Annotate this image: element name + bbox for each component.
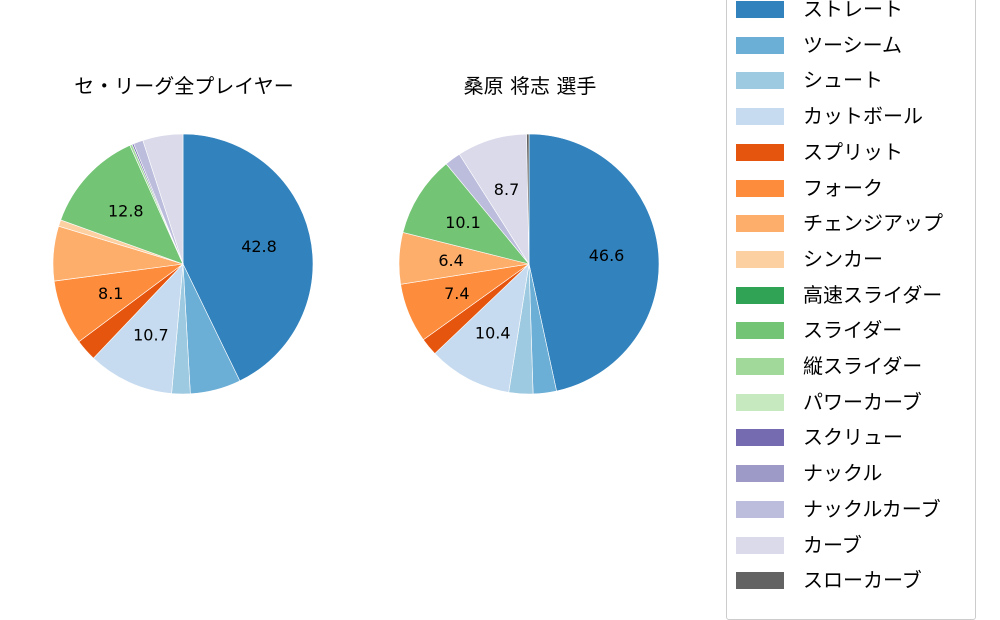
legend-item: スローカーブ xyxy=(727,566,975,596)
pie-slice xyxy=(434,263,530,393)
legend-swatch xyxy=(736,143,784,161)
right-pie-chart: 46.6 10.4 7.4 6.4 10.1 8.7 xyxy=(398,133,660,395)
legend-item: スライダー xyxy=(727,316,975,346)
legend-swatch xyxy=(736,358,784,375)
legend-label: スライダー xyxy=(803,318,903,343)
legend-label: ストレート xyxy=(803,0,903,21)
legend-swatch xyxy=(736,286,784,304)
pie-slice xyxy=(528,133,660,392)
legend-label: 高速スライダー xyxy=(803,282,943,307)
legend-label: フォーク xyxy=(803,175,883,200)
legend-item: 縦スライダー xyxy=(727,352,975,382)
right-pie-title: 桑原 将志 選手 xyxy=(463,74,597,98)
slice-value-label: 42.8 xyxy=(241,237,277,256)
legend-label: チェンジアップ xyxy=(803,211,943,236)
legend-item: フォーク xyxy=(727,174,975,204)
legend-label: シュート xyxy=(803,68,883,93)
legend-item: チェンジアップ xyxy=(727,209,975,239)
legend-label: カーブ xyxy=(803,532,862,557)
legend-label: ナックル xyxy=(803,461,883,486)
legend-item: カットボール xyxy=(727,102,975,132)
legend-swatch xyxy=(736,179,784,197)
slice-value-label: 10.1 xyxy=(445,213,481,232)
left-pie-title: セ・リーグ全プレイヤー xyxy=(74,74,294,98)
slice-value-label: 46.6 xyxy=(589,246,625,265)
legend-item: スプリット xyxy=(727,138,975,168)
legend-item: ナックルカーブ xyxy=(727,495,975,525)
legend-swatch xyxy=(736,1,784,18)
legend-item: スクリュー xyxy=(727,423,975,453)
pie-slice xyxy=(142,133,184,265)
slice-value-label: 6.4 xyxy=(438,251,463,270)
legend-swatch xyxy=(736,536,784,554)
pie-slice xyxy=(402,163,530,265)
slice-value-label: 8.1 xyxy=(98,284,123,303)
legend-swatch xyxy=(736,108,784,126)
slice-value-label: 10.4 xyxy=(475,324,511,343)
legend-label: パワーカーブ xyxy=(803,389,922,414)
slice-value-label: 8.7 xyxy=(494,180,519,199)
slice-value-label: 7.4 xyxy=(444,284,469,303)
pie-slice xyxy=(526,133,530,265)
legend-item: 高速スライダー xyxy=(727,281,975,311)
legend-item: シンカー xyxy=(727,245,975,275)
legend-item: カーブ xyxy=(727,531,975,561)
legend-swatch xyxy=(736,572,784,590)
legend-swatch xyxy=(736,500,784,518)
legend-label: スローカーブ xyxy=(803,568,922,593)
legend-item: ナックル xyxy=(727,459,975,489)
legend-label: ツーシーム xyxy=(803,32,902,57)
legend-item: ストレート xyxy=(727,0,975,25)
legend-item: パワーカーブ xyxy=(727,388,975,418)
legend-label: ナックルカーブ xyxy=(803,496,941,521)
pie-slice xyxy=(182,133,314,382)
legend-swatch xyxy=(736,72,784,90)
pie-slice xyxy=(60,144,184,265)
slice-value-label: 10.7 xyxy=(133,326,169,345)
slice-value-label: 12.8 xyxy=(108,201,144,220)
legend-label: シンカー xyxy=(803,246,883,271)
legend-item: ツーシーム xyxy=(727,31,975,61)
legend-swatch xyxy=(736,250,784,268)
legend-label: スプリット xyxy=(803,139,903,164)
legend-label: カットボール xyxy=(803,104,923,129)
legend-swatch xyxy=(736,322,784,340)
legend-swatch xyxy=(736,429,784,447)
pie-slice xyxy=(92,263,184,394)
legend-label: スクリュー xyxy=(803,425,903,450)
left-pie-chart: 42.8 10.7 8.1 12.8 xyxy=(52,133,314,395)
legend-label: 縦スライダー xyxy=(803,354,923,378)
legend-swatch xyxy=(736,36,784,54)
legend-swatch xyxy=(736,393,784,411)
legend-item: シュート xyxy=(727,66,975,96)
legend-swatch xyxy=(736,215,784,233)
legend-swatch xyxy=(736,465,784,483)
legend: ストレートツーシームシュートカットボール スプリットフォークチェンジアップ シンカー… xyxy=(726,0,976,620)
